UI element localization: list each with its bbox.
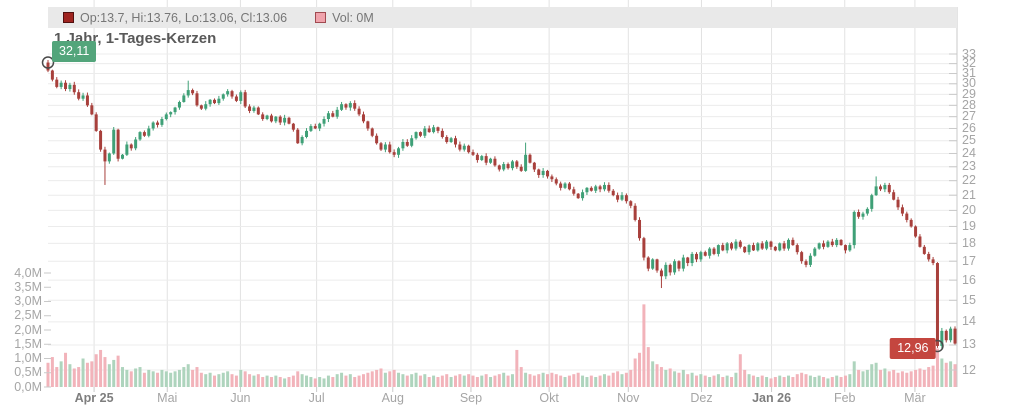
price-tick-label: 13 — [962, 337, 976, 352]
price-tick-label: 25 — [962, 133, 976, 148]
end-price-badge: 12,96 — [890, 337, 936, 359]
price-tick-label: 12 — [962, 362, 976, 377]
price-tick-label: 26 — [962, 120, 976, 135]
volume-tick-label: 4,0M — [14, 265, 42, 280]
month-label: Nov — [617, 391, 640, 405]
price-tick-label: 27 — [962, 109, 976, 124]
volume-legend-text: Vol: 0M — [332, 10, 374, 25]
price-axis-line — [44, 7, 958, 388]
price-tick-label: 29 — [962, 86, 976, 101]
month-label: Sep — [459, 391, 483, 405]
price-tick-label: 14 — [962, 314, 976, 329]
price-tick-label: 23 — [962, 159, 976, 174]
volume-series-swatch-icon — [315, 12, 327, 23]
chart-legend: Op:13.7, Hi:13.76, Lo:13.06, Cl:13.06 Vo… — [48, 7, 957, 28]
grid-lines — [48, 0, 957, 392]
volume-tick-label: 0,5M — [14, 365, 42, 380]
price-tick-label: 19 — [962, 218, 976, 233]
ohlc-legend-text: Op:13.7, Hi:13.76, Lo:13.06, Cl:13.06 — [80, 10, 288, 25]
volume-tick-label: 2,0M — [14, 322, 42, 337]
month-label: Apr 25 — [74, 391, 114, 405]
ohlc-series-swatch-icon — [63, 12, 74, 23]
volume-tick-label: 1,0M — [14, 351, 42, 365]
price-tick-label: 17 — [962, 253, 976, 268]
month-label: Dez — [690, 391, 713, 405]
price-tick-label: 30 — [962, 76, 976, 91]
month-label: Jun — [230, 391, 251, 405]
price-tick-label: 16 — [962, 272, 976, 287]
month-label: Feb — [833, 391, 856, 405]
price-tick-label: 32 — [962, 56, 976, 71]
price-tick-label: 33 — [962, 46, 976, 61]
month-label: Mai — [157, 391, 178, 405]
month-label: Aug — [381, 391, 404, 405]
volume-tick-label: 0,0M — [14, 379, 42, 394]
month-label: Jan 26 — [752, 391, 792, 405]
start-price-badge: 32,11 — [52, 40, 97, 62]
price-tick-label: 15 — [962, 292, 976, 307]
volume-tick-label: 2,5M — [14, 308, 42, 323]
volume-tick-label: 1,5M — [14, 336, 42, 351]
volume-tick-label: 3,0M — [14, 294, 42, 308]
start-marker-circle — [41, 56, 55, 69]
price-tick-label: 18 — [962, 235, 976, 250]
month-label: Jul — [308, 391, 325, 405]
price-tick-label: 20 — [962, 202, 976, 217]
price-tick-label: 24 — [962, 145, 976, 160]
month-label: Okt — [539, 391, 559, 405]
volume-tick-label: 3,5M — [14, 279, 42, 294]
price-tick-label: 31 — [962, 66, 976, 81]
price-tick-label: 22 — [962, 173, 976, 188]
price-tick-label: 28 — [962, 97, 976, 112]
price-tick-label: 21 — [962, 187, 976, 202]
candlestick-series — [46, 59, 957, 349]
volume-series — [46, 304, 957, 388]
month-label: Mär — [904, 391, 926, 405]
